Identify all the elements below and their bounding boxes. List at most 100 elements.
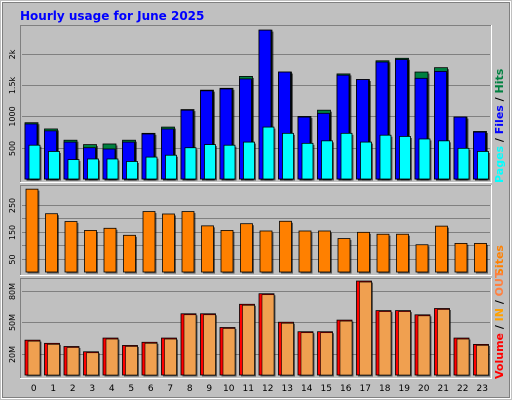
x-tick-label: 4 [109, 384, 115, 394]
bar-volume-in [339, 320, 353, 376]
x-axis-hour-labels: 0 1 2 3 4 5 6 7 8 9 10 11 12 13 14 15 16 17 18 19 20 21 22 23 [31, 384, 488, 394]
x-tick-label: 18 [379, 384, 391, 394]
y-tick-label: 150 [8, 225, 17, 240]
bar-pages [360, 141, 372, 180]
bar-pages [223, 144, 236, 180]
y-tick-label: 50M [8, 314, 17, 331]
bar-sites [357, 231, 370, 273]
bar-sites [162, 213, 175, 273]
bar-pages [418, 138, 431, 180]
bar-pages [204, 144, 216, 180]
bar-pages [106, 158, 119, 180]
legend-sites: Sites [493, 245, 506, 276]
bar-sites [415, 244, 429, 273]
bar-pages [399, 136, 411, 180]
bar-sites [454, 242, 468, 273]
bar-volume-in [437, 309, 450, 376]
bar-sites [259, 230, 273, 273]
x-tick-label: 12 [262, 384, 273, 394]
bar-volume-in [300, 332, 314, 376]
bar-volume-in [203, 314, 216, 376]
bar-sites [220, 230, 234, 273]
y-tick-label: 50 [8, 254, 17, 264]
x-tick-label: 21 [438, 384, 449, 394]
bar-pages [87, 158, 99, 180]
bar-sites [474, 242, 487, 273]
x-tick-label: 9 [206, 384, 212, 394]
x-tick-label: 14 [301, 384, 313, 394]
x-tick-label: 6 [148, 384, 154, 394]
bar-sites [103, 227, 117, 273]
bar-sites [84, 230, 97, 273]
x-tick-label: 23 [477, 384, 488, 394]
bar-pages [321, 140, 333, 180]
bar-sites [64, 221, 78, 273]
y-tick-label: 80M [8, 283, 17, 300]
legend-pages: Pages [493, 145, 506, 183]
bar-volume-in [242, 304, 255, 376]
x-tick-label: 17 [360, 384, 371, 394]
bar-volume-in [261, 294, 275, 376]
bar-pages [438, 140, 450, 180]
y-tick-label: 2k [8, 49, 17, 59]
x-tick-label: 5 [128, 384, 134, 394]
bar-pages [126, 161, 138, 180]
bar-sites [45, 213, 58, 273]
x-tick-label: 1 [50, 384, 56, 394]
bar-volume-in [105, 338, 119, 376]
legend-volume: Volume [493, 333, 506, 379]
x-tick-label: 20 [418, 384, 430, 394]
legend-sep: / [493, 321, 506, 333]
legend-bot: Volume / IN / OUT [493, 270, 506, 379]
bar-volume-in [164, 338, 177, 376]
legend-hits: Hits [493, 68, 506, 93]
x-tick-label: 16 [340, 384, 352, 394]
legend-out: OUT [493, 270, 506, 296]
bar-sites [376, 233, 390, 273]
bar-pages [301, 142, 314, 180]
bar-sites [201, 225, 214, 273]
bar-pages [165, 154, 177, 180]
bar-volume-in [476, 345, 489, 376]
svg-text:Volume / IN / OUT: Volume / IN / OUT [493, 270, 506, 379]
bar-sites [181, 211, 195, 273]
bar-sites [337, 238, 351, 273]
bar-pages [262, 126, 275, 180]
x-tick-label: 15 [321, 384, 332, 394]
bar-volume-in [47, 344, 60, 376]
panel-sites: 50 150 250 [8, 185, 492, 276]
bar-pages [282, 132, 294, 180]
bar-pages [145, 156, 158, 180]
panel-pages-files-hits: 500 1000 1.5k 2k [8, 25, 492, 183]
bar-pages [243, 141, 255, 180]
bar-pages [48, 151, 60, 180]
x-tick-label: 0 [31, 384, 37, 394]
bar-pages [28, 144, 41, 180]
x-tick-label: 10 [223, 384, 235, 394]
bar-volume-in [86, 352, 99, 376]
y-tick-label: 1.5k [8, 76, 17, 94]
bar-volume-in [359, 281, 372, 376]
bar-pages [340, 132, 353, 180]
legend-mid: Sites [493, 245, 506, 276]
legend-top: Pages / Files / Hits [493, 68, 506, 183]
x-tick-label: 11 [243, 384, 254, 394]
bar-sites [25, 188, 39, 273]
bar-volume-in [222, 328, 236, 376]
bar-volume-in [398, 311, 411, 376]
legend-in: IN [493, 308, 506, 321]
y-tick-label: 1000 [8, 106, 17, 126]
bar-sites [396, 233, 409, 273]
x-tick-label: 22 [457, 384, 468, 394]
svg-text:Pages / Files / Hits: Pages / Files / Hits [493, 68, 506, 183]
panel-plot-area [20, 185, 492, 276]
legend-files: Files [493, 105, 506, 135]
legend-sep: / [493, 93, 506, 105]
bar-volume-in [378, 311, 392, 376]
x-tick-label: 13 [282, 384, 293, 394]
chart-title: Hourly usage for June 2025 [20, 9, 204, 23]
